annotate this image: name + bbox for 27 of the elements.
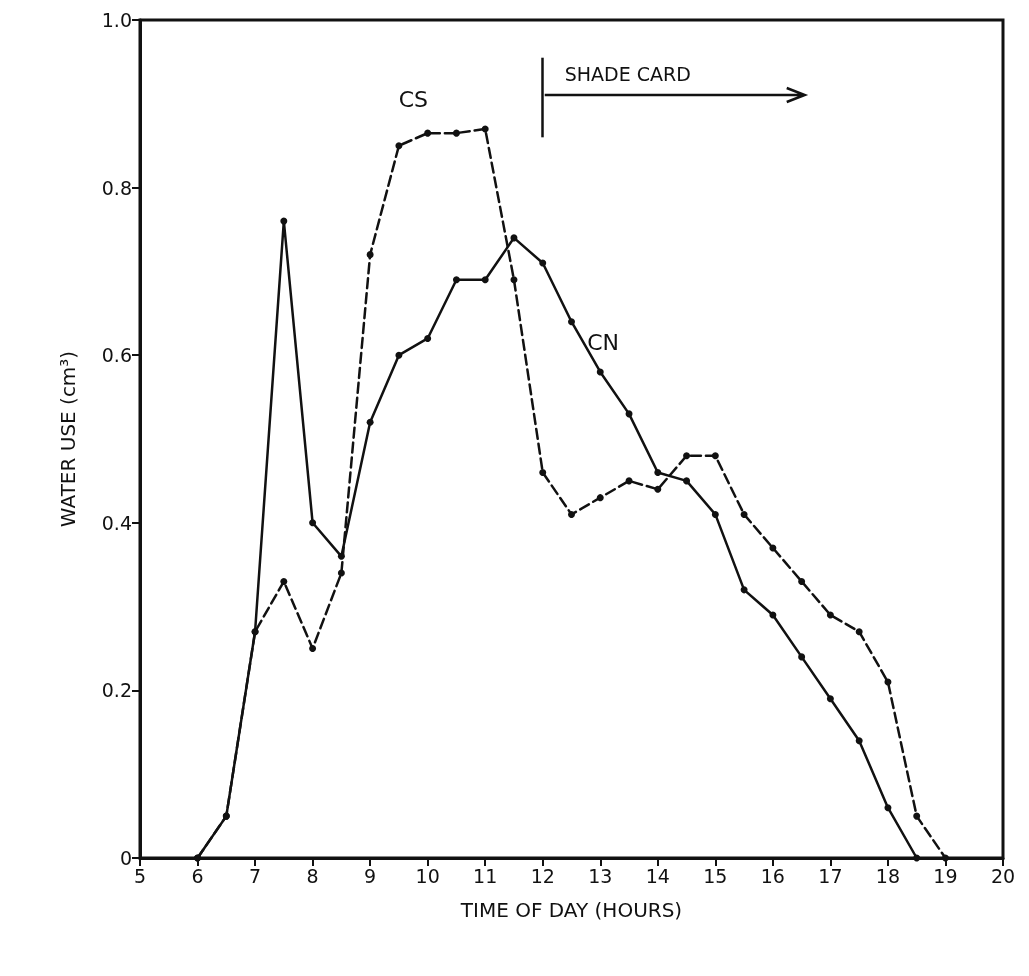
y-axis-title: WATER USE (cm³) xyxy=(56,350,80,528)
y-tick-label: 1.0 xyxy=(101,9,132,31)
x-tick-label: 5 xyxy=(133,864,147,887)
x-tick-label: 13 xyxy=(588,864,613,887)
x-axis-title: TIME OF DAY (HOURS) xyxy=(459,898,683,922)
x-tick-label: 14 xyxy=(645,864,670,887)
x-tick-label: 17 xyxy=(818,864,843,887)
ref-line-label: SHADE CARD xyxy=(564,63,691,85)
x-tick-label: 20 xyxy=(990,864,1016,887)
x-tick-label: 12 xyxy=(530,864,555,887)
x-tick-label: 6 xyxy=(191,864,204,887)
series-label: CN xyxy=(587,330,620,356)
series-label: CS xyxy=(398,87,428,113)
x-tick-label: 8 xyxy=(306,864,319,887)
y-tick-label: 0.2 xyxy=(101,679,132,702)
y-tick-label: 0.4 xyxy=(101,511,132,534)
x-tick-label: 19 xyxy=(933,864,958,887)
x-tick-label: 7 xyxy=(249,864,262,887)
y-tick-label: 0.8 xyxy=(101,176,132,199)
x-tick-label: 15 xyxy=(703,864,728,887)
x-tick-label: 16 xyxy=(760,864,785,887)
x-tick-label: 10 xyxy=(415,864,440,887)
y-tick-label: 0.6 xyxy=(101,344,132,367)
x-tick-label: 11 xyxy=(473,864,498,887)
x-tick-label: 9 xyxy=(364,864,377,887)
y-tick-label: 0 xyxy=(119,847,132,869)
x-tick-label: 18 xyxy=(875,864,901,887)
